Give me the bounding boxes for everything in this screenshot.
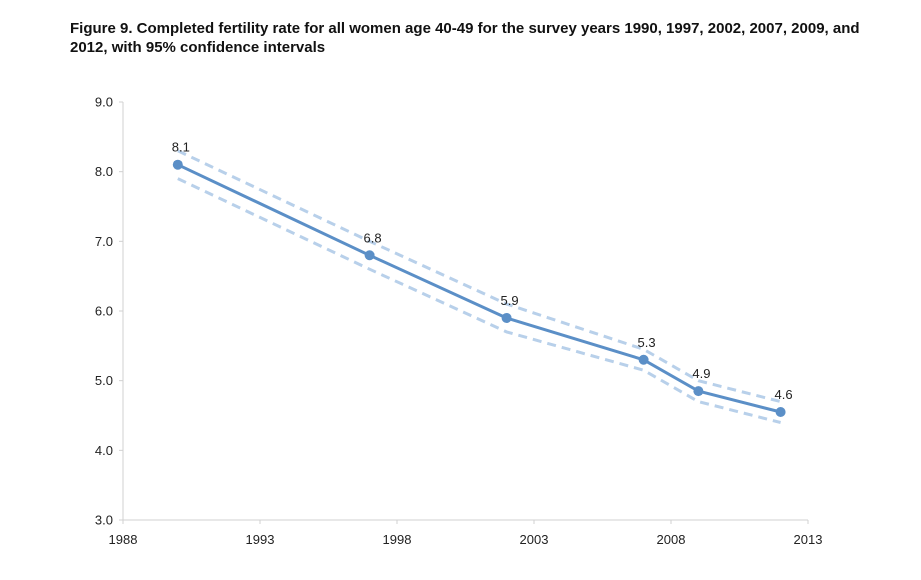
confidence-interval-lines	[177, 149, 781, 424]
chart-title: Figure 9. Completed fertility rate for a…	[70, 20, 860, 56]
x-tick-label: 2003	[520, 532, 549, 547]
data-point	[172, 159, 183, 170]
y-tick-label: 3.0	[95, 513, 113, 528]
x-tick-label: 1988	[109, 532, 138, 547]
data-point	[364, 250, 375, 261]
data-point	[638, 354, 649, 365]
series-line-group	[177, 163, 781, 414]
x-tick-label: 2008	[657, 532, 686, 547]
data-point	[501, 312, 512, 323]
y-tick-label: 6.0	[95, 304, 113, 319]
y-tick-label: 7.0	[95, 234, 113, 249]
data-point	[693, 386, 704, 397]
y-tick-label: 4.0	[95, 443, 113, 458]
data-label: 8.1	[172, 140, 190, 155]
axes: 3.0 4.0 5.0 6.0 7.0 8.0 9.0 1988 1993 1998 2003 200…	[95, 95, 823, 548]
x-tick-label: 1998	[383, 532, 412, 547]
data-label: 5.3	[638, 335, 656, 350]
data-label: 5.9	[501, 293, 519, 308]
x-tick-label: 2013	[794, 532, 823, 547]
y-tick-label: 8.0	[95, 164, 113, 179]
x-tick-label: 1993	[246, 532, 275, 547]
y-tick-label: 9.0	[95, 95, 113, 110]
data-labels: 8.1 6.8 5.9 5.3 4.9 4.6	[172, 140, 793, 402]
data-points	[172, 159, 786, 418]
series-line	[177, 163, 781, 414]
data-label: 6.8	[364, 230, 382, 245]
upper-ci-line	[177, 149, 781, 404]
data-label: 4.9	[692, 366, 710, 381]
data-point	[775, 407, 786, 418]
y-tick-label: 5.0	[95, 373, 113, 388]
data-label: 4.6	[775, 387, 793, 402]
